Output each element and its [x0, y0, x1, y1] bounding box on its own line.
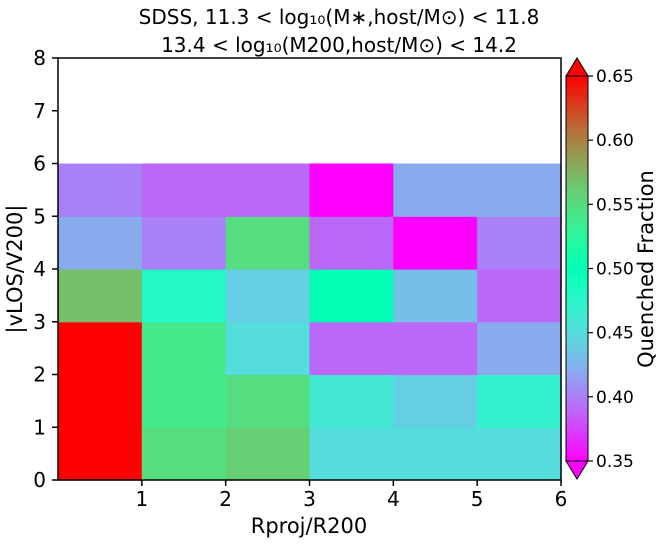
- y-axis-label: |vLOS/V200|: [3, 205, 28, 334]
- colorbar-tick-label: 0.50: [596, 260, 634, 280]
- heatmap-cell: [477, 163, 562, 217]
- heatmap-cell: [225, 216, 311, 270]
- heatmap-cell: [309, 321, 394, 376]
- heatmap-cell: [58, 321, 143, 376]
- heatmap-cell: [309, 216, 394, 270]
- y-tick-label: 8: [33, 46, 46, 70]
- heatmap-cell: [141, 216, 227, 270]
- heatmap-cell: [393, 321, 478, 376]
- y-tick-label: 1: [33, 415, 46, 439]
- chart-title-line1: SDSS, 11.3 < log₁₀(M∗,host/M⊙) < 11.8: [139, 5, 540, 29]
- heatmap-cell: [141, 269, 227, 323]
- x-axis-label: Rproj/R200: [251, 514, 368, 538]
- x-tick-label: 1: [135, 487, 148, 511]
- colorbar-tick-label: 0.55: [596, 195, 634, 215]
- colorbar-label: Quenched Fraction: [634, 170, 658, 368]
- y-tick-label: 7: [33, 99, 46, 123]
- y-ticks: 0 1 2 3 4 5 6 7 8: [33, 46, 58, 492]
- heatmap-cell: [309, 427, 394, 481]
- heatmap-cell: [477, 216, 562, 270]
- heatmap-cell: [225, 374, 311, 428]
- x-tick-label: 3: [303, 487, 316, 511]
- heatmap-cell: [141, 374, 227, 428]
- colorbar-ticks: 0.35 0.40 0.45 0.50 0.55 0.60 0.65: [588, 67, 634, 472]
- heatmap-cells: [58, 163, 562, 481]
- heatmap-cell: [58, 269, 143, 323]
- heatmap-cell: [225, 269, 311, 323]
- colorbar-extend-top: [565, 57, 589, 77]
- colorbar-tick-label: 0.35: [596, 452, 634, 472]
- x-tick-label: 4: [387, 487, 400, 511]
- colorbar-gradient: [566, 76, 588, 461]
- heatmap-cell: [309, 374, 394, 428]
- heatmap-cell: [477, 269, 562, 323]
- colorbar-tick-label: 0.65: [596, 67, 634, 87]
- colorbar-tick-label: 0.40: [596, 388, 634, 408]
- heatmap-cell: [141, 321, 227, 376]
- x-tick-label: 5: [471, 487, 484, 511]
- heatmap-cell: [393, 374, 478, 428]
- heatmap-cell: [477, 427, 562, 481]
- y-tick-label: 4: [33, 257, 46, 281]
- x-ticks: 1 2 3 4 5 6: [135, 480, 567, 511]
- heatmap-cell: [58, 374, 143, 428]
- heatmap-cell: [225, 427, 311, 481]
- x-tick-label: 6: [555, 487, 568, 511]
- heatmap-cell: [58, 427, 143, 481]
- heatmap-cell: [225, 321, 311, 376]
- x-tick-label: 2: [219, 487, 232, 511]
- colorbar: [565, 57, 589, 480]
- heatmap-cell: [477, 374, 562, 428]
- y-tick-label: 2: [33, 363, 46, 387]
- y-tick-label: 3: [33, 310, 46, 334]
- heatmap-cell: [477, 321, 562, 376]
- heatmap-cell: [141, 427, 227, 481]
- heatmap-cell: [58, 216, 143, 270]
- heatmap-cell: [58, 163, 143, 217]
- heatmap-cell: [141, 163, 227, 217]
- y-tick-label: 0: [33, 468, 46, 492]
- heatmap-cell: [393, 427, 478, 481]
- heatmap-cell: [393, 163, 478, 217]
- heatmap-cell: [225, 163, 311, 217]
- heatmap-cell: [309, 163, 394, 217]
- colorbar-tick-label: 0.45: [596, 324, 634, 344]
- y-tick-label: 5: [33, 204, 46, 228]
- heatmap-cell: [393, 216, 478, 270]
- heatmap-cell: [309, 269, 394, 323]
- heatmap-cell: [393, 269, 478, 323]
- chart-title-line2: 13.4 < log₁₀(M200,host/M⊙) < 14.2: [161, 33, 517, 57]
- colorbar-tick-label: 0.60: [596, 131, 634, 151]
- y-tick-label: 6: [33, 152, 46, 176]
- colorbar-extend-bottom: [565, 460, 589, 480]
